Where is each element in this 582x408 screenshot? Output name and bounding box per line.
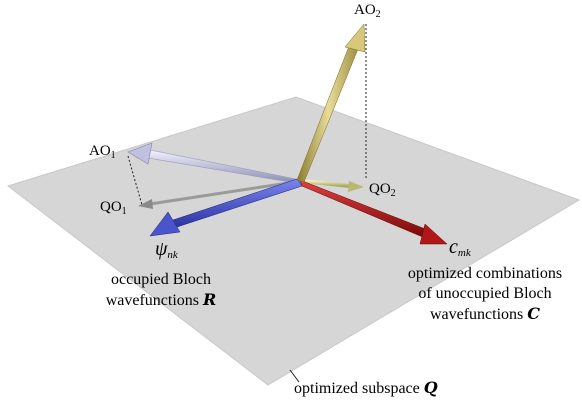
psi-nk-label: ψnk: [155, 238, 178, 261]
qo2-arrow: [302, 179, 364, 192]
subspace-pointer-line: [289, 369, 300, 383]
ao2-label: AO2: [354, 2, 381, 20]
psi-nk-arrow: [149, 178, 303, 237]
occupied-caption-line1: occupied Bloch: [111, 271, 211, 288]
subspace-symbol: Q: [423, 378, 438, 397]
subspace-plane: [6, 96, 581, 386]
qo2-label: QO2: [369, 181, 396, 199]
occupied-caption: occupied Bloch wavefunctions R: [94, 270, 228, 311]
unoccupied-caption-line1: optimized combinations: [407, 265, 563, 282]
ao1-label: AO1: [89, 143, 116, 161]
ao2-arrow: [296, 23, 366, 183]
occupied-caption-line2: wavefunctions R: [105, 290, 217, 309]
unoccupied-caption: optimized combinations of unoccupied Blo…: [390, 264, 580, 325]
unoccupied-caption-line3: wavefunctions C: [429, 304, 541, 323]
c-mk-arrow: [299, 179, 448, 245]
occupied-symbol: R: [203, 290, 217, 309]
unoccupied-caption-line2: of unoccupied Bloch: [418, 285, 552, 302]
ao1-projection-line: [127, 155, 143, 206]
qo1-arrow: [138, 179, 302, 209]
qo1-label: QO1: [100, 199, 127, 217]
subspace-caption: optimized subspace Q: [294, 378, 438, 397]
c-mk-label: cmk: [449, 236, 471, 259]
unoccupied-symbol: C: [527, 304, 541, 323]
